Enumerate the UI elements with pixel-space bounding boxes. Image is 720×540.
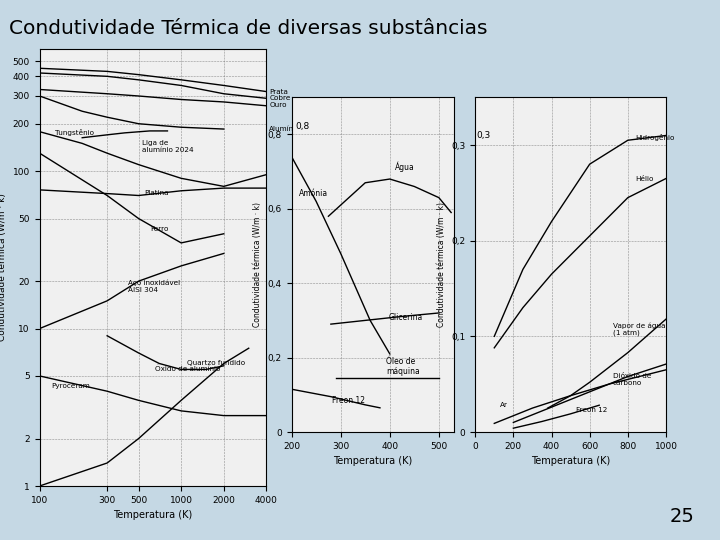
Text: Glicerina: Glicerina <box>389 313 423 322</box>
Text: 0,8: 0,8 <box>295 122 310 131</box>
Text: Cobre: Cobre <box>269 96 291 102</box>
Text: Ouro: Ouro <box>269 102 287 108</box>
Text: Freon 12: Freon 12 <box>576 407 608 413</box>
Text: Platina: Platina <box>145 190 169 195</box>
Text: Vapor de água
(1 atm): Vapor de água (1 atm) <box>613 322 665 336</box>
X-axis label: Temperatura (K): Temperatura (K) <box>531 456 611 466</box>
Text: Liga de
alumínio 2024: Liga de alumínio 2024 <box>142 140 194 153</box>
Text: Quartzo fundido: Quartzo fundido <box>187 360 245 366</box>
Text: Ar: Ar <box>500 402 508 408</box>
Text: Óxido de alumínio: Óxido de alumínio <box>155 366 220 372</box>
Text: Freon 12: Freon 12 <box>332 396 365 405</box>
Text: Amónia: Amónia <box>299 190 328 198</box>
Text: Condutividade Térmica de diversas substâncias: Condutividade Térmica de diversas substâ… <box>9 19 488 38</box>
Text: Tungstênio: Tungstênio <box>55 129 94 136</box>
Text: Hidrogênio: Hidrogênio <box>636 134 675 141</box>
Text: Ferro: Ferro <box>150 226 168 232</box>
Text: Água: Água <box>395 161 415 172</box>
Text: Aço inoxidável
AISI 304: Aço inoxidável AISI 304 <box>128 280 180 293</box>
X-axis label: Temperatura (K): Temperatura (K) <box>113 510 193 520</box>
Y-axis label: Condutividade térmica (W/m · k): Condutividade térmica (W/m · k) <box>253 202 262 327</box>
Text: 0,3: 0,3 <box>476 131 490 140</box>
Y-axis label: Condutividade térmica (W/m · k): Condutividade térmica (W/m · k) <box>436 202 446 327</box>
X-axis label: Temperatura (K): Temperatura (K) <box>333 456 413 466</box>
Text: Pyroceram: Pyroceram <box>51 383 89 389</box>
Text: Prata: Prata <box>269 89 288 94</box>
Text: 25: 25 <box>670 508 695 526</box>
Text: Hélio: Hélio <box>636 177 654 183</box>
Text: Alumínio: Alumínio <box>269 126 301 132</box>
Y-axis label: Condutividade térmica (W/m · k): Condutividade térmica (W/m · k) <box>0 193 7 341</box>
Text: Óleo de
máquina: Óleo de máquina <box>387 357 420 376</box>
Text: Dióxido de
carbono: Dióxido de carbono <box>613 373 651 386</box>
